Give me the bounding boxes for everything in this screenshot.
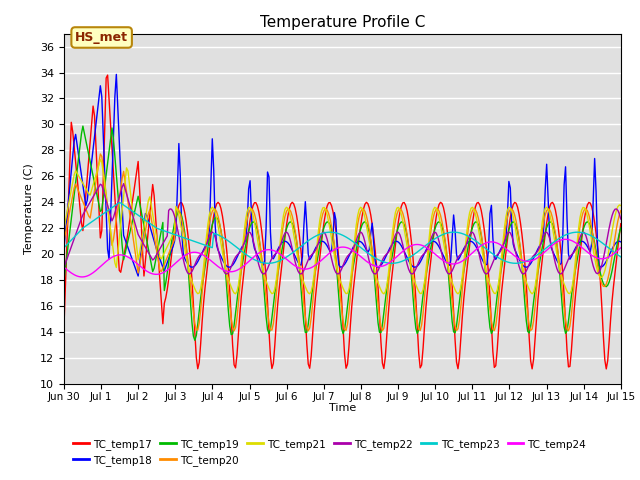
TC_temp18	[97, 83, 104, 89]
TC_temp20	[460, 269, 468, 275]
Legend: TC_temp17, TC_temp18, TC_temp19, TC_temp20, TC_temp21, TC_temp22, TC_temp23, TC_: TC_temp17, TC_temp18, TC_temp19, TC_temp…	[69, 435, 591, 470]
TC_temp24	[562, 237, 570, 242]
TC_temp24	[458, 258, 466, 264]
TC_temp18	[349, 244, 357, 250]
TC_temp22	[79, 212, 87, 217]
TC_temp18	[60, 245, 68, 251]
TC_temp22	[616, 211, 623, 217]
TC_temp17	[97, 235, 104, 241]
TC_temp23	[616, 253, 623, 259]
Line: TC_temp18: TC_temp18	[64, 74, 621, 276]
TC_temp24	[616, 246, 623, 252]
TC_temp24	[81, 274, 88, 280]
TC_temp23	[115, 200, 123, 205]
TC_temp17	[79, 228, 87, 233]
Line: TC_temp22: TC_temp22	[64, 183, 621, 274]
TC_temp24	[77, 274, 85, 280]
TC_temp22	[520, 271, 527, 277]
TC_temp18	[79, 182, 87, 188]
TC_temp17	[617, 221, 625, 227]
Line: TC_temp24: TC_temp24	[64, 240, 621, 277]
TC_temp21	[617, 203, 625, 208]
TC_temp18	[616, 239, 623, 244]
Line: TC_temp19: TC_temp19	[64, 126, 621, 340]
TC_temp17	[541, 231, 549, 237]
TC_temp20	[60, 239, 68, 244]
TC_temp20	[230, 328, 238, 334]
TC_temp19	[616, 230, 623, 236]
TC_temp19	[349, 263, 357, 269]
TC_temp19	[617, 225, 625, 231]
TC_temp20	[349, 259, 357, 264]
TC_temp19	[79, 123, 87, 129]
TC_temp19	[60, 277, 68, 283]
TC_temp24	[60, 264, 68, 270]
TC_temp20	[543, 208, 550, 214]
TC_temp20	[616, 212, 623, 217]
TC_temp17	[60, 323, 68, 328]
TC_temp17	[602, 366, 610, 372]
Y-axis label: Temperature (C): Temperature (C)	[24, 163, 35, 254]
TC_temp21	[60, 226, 68, 231]
TC_temp18	[617, 239, 625, 245]
TC_temp22	[543, 229, 550, 235]
TC_temp20	[98, 154, 106, 159]
TC_temp20	[617, 208, 625, 214]
Line: TC_temp17: TC_temp17	[64, 75, 621, 369]
TC_temp19	[460, 268, 468, 274]
TC_temp24	[348, 247, 356, 253]
TC_temp23	[458, 231, 466, 237]
TC_temp22	[348, 249, 356, 254]
TC_temp22	[120, 180, 127, 186]
TC_temp22	[617, 216, 625, 222]
TC_temp23	[348, 238, 356, 244]
TC_temp17	[348, 302, 356, 308]
TC_temp21	[460, 260, 468, 265]
TC_temp18	[113, 72, 120, 77]
TC_temp21	[79, 180, 87, 186]
TC_temp21	[616, 202, 623, 208]
TC_temp20	[79, 199, 87, 205]
TC_temp17	[616, 232, 623, 238]
TC_temp17	[104, 72, 111, 78]
Text: HS_met: HS_met	[75, 31, 128, 44]
TC_temp17	[458, 313, 466, 319]
TC_temp19	[543, 225, 550, 230]
TC_temp21	[98, 159, 106, 165]
TC_temp22	[458, 250, 466, 255]
TC_temp24	[98, 263, 106, 268]
TC_temp23	[97, 213, 104, 219]
TC_temp18	[134, 273, 142, 279]
TC_temp21	[454, 291, 462, 297]
Title: Temperature Profile C: Temperature Profile C	[260, 15, 425, 30]
TC_temp22	[97, 181, 104, 187]
TC_temp24	[617, 245, 625, 251]
TC_temp21	[97, 156, 104, 162]
TC_temp23	[512, 261, 520, 266]
TC_temp19	[98, 207, 106, 213]
Line: TC_temp20: TC_temp20	[64, 154, 621, 331]
Line: TC_temp21: TC_temp21	[64, 159, 621, 294]
X-axis label: Time: Time	[329, 403, 356, 413]
TC_temp24	[541, 249, 549, 254]
TC_temp18	[543, 161, 550, 167]
TC_temp23	[543, 245, 550, 251]
TC_temp23	[79, 225, 87, 231]
Line: TC_temp23: TC_temp23	[64, 203, 621, 264]
TC_temp22	[60, 264, 68, 270]
TC_temp23	[617, 254, 625, 260]
TC_temp18	[460, 246, 468, 252]
TC_temp19	[191, 337, 198, 343]
TC_temp23	[60, 245, 68, 251]
TC_temp21	[348, 265, 356, 271]
TC_temp21	[543, 204, 550, 210]
TC_temp19	[81, 131, 88, 136]
TC_temp20	[97, 151, 104, 157]
